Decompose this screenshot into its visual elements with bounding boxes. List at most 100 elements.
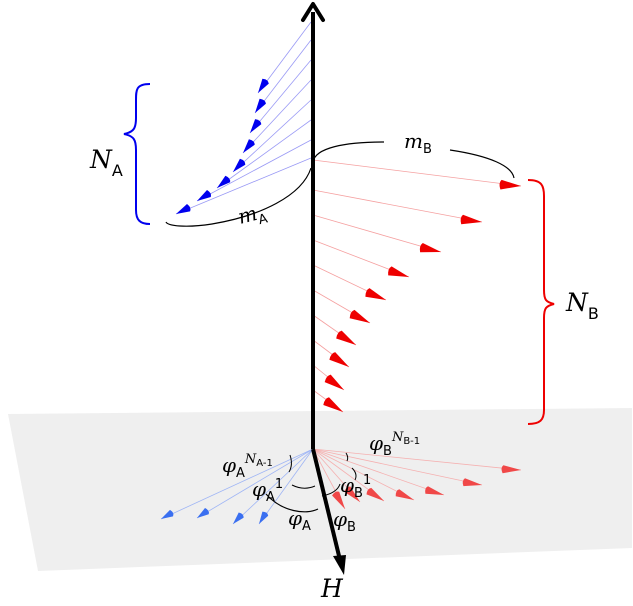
sublattice-b-spin — [329, 352, 349, 367]
sublattice-b-line — [312, 159, 522, 187]
n-a-label-main: N — [89, 145, 113, 174]
vertical-axis-arrowhead — [301, 2, 325, 22]
sublattice-a-projection-spin — [161, 509, 174, 519]
sublattice-b-spin — [499, 179, 521, 190]
phi-b-n-label: φBNB-1 — [369, 430, 420, 459]
phi-a-n-sup-sub: A-1 — [256, 458, 273, 469]
phi-b-label: φB — [333, 507, 356, 535]
phi-a-n-arc — [288, 454, 292, 473]
sublattice-a-projection-spins — [161, 508, 269, 524]
phi-b-n-arc — [345, 452, 349, 462]
sublattice-a-spin — [250, 119, 262, 133]
phi-a-1-label: φA1 — [252, 477, 283, 505]
phi-a-1-arc — [291, 484, 316, 489]
phi-b-main: φ — [333, 507, 347, 531]
sublattice-a-line — [242, 79, 312, 154]
n-a-label-sub: A — [112, 161, 123, 180]
sublattice-b-projection-spin — [395, 489, 414, 500]
sublattice-b-spin — [419, 243, 441, 253]
sublattice-a-line — [216, 119, 312, 189]
sublattice-b-spin — [323, 397, 343, 412]
sublattice-a-spin — [217, 175, 231, 188]
sublattice-a-projection-lines — [160, 448, 314, 525]
sublattice-b-projection-line — [312, 448, 445, 496]
sublattice-b-spin — [388, 266, 409, 277]
m-b-label: mB — [404, 129, 432, 157]
sublattice-a-spin — [243, 139, 255, 153]
sublattice-a-spin — [255, 98, 266, 113]
field-axis — [311, 448, 342, 561]
m-a-label: mA — [235, 199, 269, 233]
sublattice-a-line — [232, 99, 312, 173]
sublattice-b-projection-spin — [462, 478, 482, 487]
phi-b-n-sup-main: N — [391, 430, 404, 445]
phi-b-arc — [321, 483, 341, 497]
sublattice-a-spin — [197, 190, 212, 201]
sublattice-b-projection-spin — [425, 486, 444, 495]
phi-b-n-sub: B — [383, 444, 392, 459]
n-a-brace — [123, 83, 151, 225]
field-axis-arrowhead — [333, 555, 346, 575]
n-b-label: NB — [565, 288, 599, 323]
sublattice-a-spin — [233, 158, 246, 172]
n-b-brace — [527, 179, 555, 425]
phi-a-sub: A — [302, 519, 311, 534]
sublattice-b-spin — [336, 330, 356, 345]
phi-b-1-label: φB1 — [340, 473, 371, 501]
sublattice-b-spin — [349, 309, 370, 323]
sublattice-b-projection-line — [312, 448, 483, 486]
ground-plane — [8, 408, 632, 571]
sublattice-a-projection-line — [232, 448, 314, 525]
sublattice-a-projection-line — [258, 448, 314, 525]
sublattice-b-projection-spin — [366, 487, 384, 501]
sublattice-b-lines — [312, 159, 522, 413]
sublattice-a-spins — [176, 78, 269, 214]
sublattice-a-projection-spin — [259, 511, 269, 524]
n-b-label-main: N — [565, 288, 589, 317]
sublattice-a-projection-line — [196, 448, 314, 519]
phi-a-label: φA — [288, 506, 311, 534]
field-label: H — [320, 574, 344, 603]
phi-a-arc — [265, 493, 319, 513]
phi-a-1-sub: A — [266, 490, 275, 505]
m-b-arc — [312, 141, 515, 179]
phi-a-main: φ — [288, 506, 302, 530]
phi-a-n-label: φANA-1 — [222, 452, 273, 481]
sublattice-b-spins — [323, 179, 521, 412]
m-b-label-sub: B — [423, 142, 432, 157]
sublattice-b-spin — [460, 214, 482, 225]
n-b-label-sub: B — [588, 304, 599, 323]
m-a-label-sub: A — [257, 211, 269, 228]
phi-a-n-main: φ — [222, 453, 236, 477]
phi-b-1-main: φ — [340, 473, 354, 497]
phi-b-1-sup: 1 — [363, 473, 371, 488]
sublattice-a-lines — [175, 21, 312, 215]
phi-b-1-sub: B — [354, 486, 363, 501]
sublattice-a-line — [196, 139, 312, 202]
sublattice-a-projection-spin — [197, 508, 209, 518]
sublattice-a-projection-line — [160, 448, 314, 520]
m-a-arc — [165, 167, 312, 227]
sublattice-b-line — [312, 214, 442, 253]
sublattice-a-spin — [258, 78, 269, 93]
phi-a-n-sub: A — [236, 466, 245, 481]
phi-a-1-main: φ — [252, 477, 266, 501]
sublattice-b-projection-spin — [501, 465, 521, 474]
sublattice-b-projection-spin — [344, 486, 360, 502]
sublattice-b-spin — [365, 288, 386, 300]
sublattice-a-line — [175, 157, 312, 215]
sublattice-a-line — [249, 59, 312, 134]
sublattice-a-spin — [176, 204, 191, 214]
m-a-label-main: m — [235, 201, 259, 229]
phi-a-n-sup-main: N — [244, 452, 257, 467]
sublattice-b-line — [312, 189, 483, 223]
phi-b-sub: B — [347, 520, 356, 535]
sublattice-b-projection-spins — [332, 465, 521, 509]
sublattice-b-projection-line — [312, 448, 522, 471]
phi-b-n-sup-sub: B-1 — [403, 436, 420, 447]
phi-b-n-main: φ — [369, 431, 383, 455]
sublattice-a-projection-spin — [233, 512, 244, 524]
n-a-label: NA — [89, 145, 123, 180]
phi-b-1-arc — [351, 467, 357, 481]
